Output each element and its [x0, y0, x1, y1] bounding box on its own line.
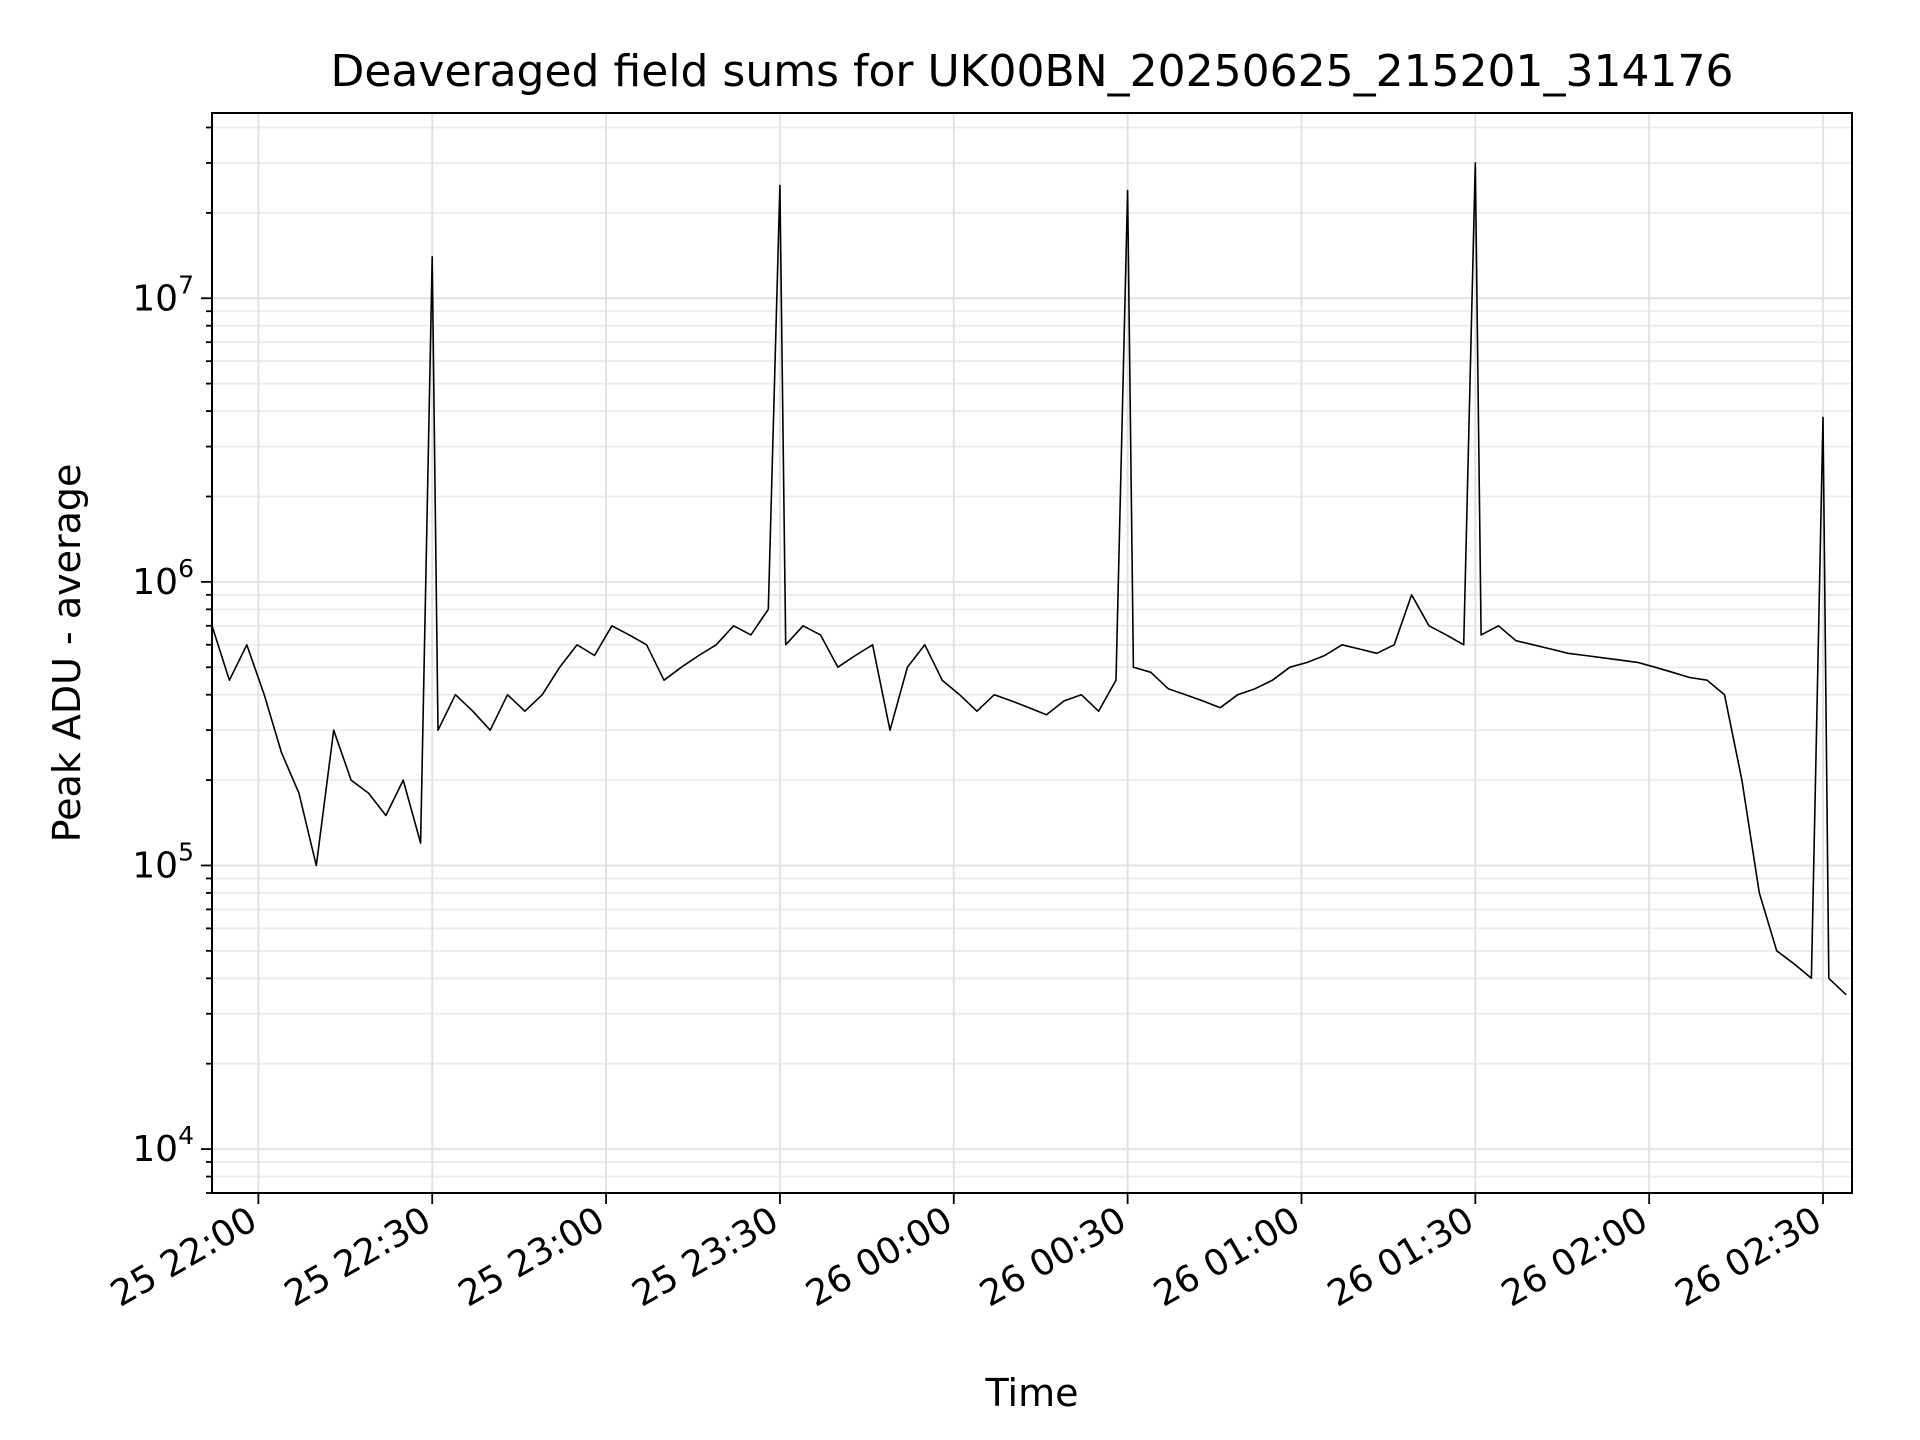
y-tick-label: 105 — [132, 837, 194, 886]
x-tick-label: 26 01:30 — [1321, 1199, 1481, 1315]
series-line — [211, 162, 1847, 996]
x-axis-label: Time — [985, 1371, 1079, 1415]
y-tick-label: 104 — [132, 1121, 194, 1170]
y-axis-ticks: 104 105 106 107 — [132, 126, 212, 1194]
x-tick-label: 25 23:30 — [626, 1199, 786, 1315]
x-tick-label: 25 23:00 — [452, 1199, 612, 1315]
grid — [212, 113, 1852, 1194]
y-tick-label: 106 — [132, 554, 194, 603]
y-tick-label: 107 — [132, 270, 194, 319]
x-axis-ticks: 25 22:00 25 22:30 25 23:00 25 23:30 26 00:00… — [104, 1193, 1829, 1315]
plot-frame — [211, 112, 1853, 1194]
chart-title: Deaveraged field sums for UK00BN_2025062… — [330, 46, 1733, 97]
y-axis-label: Peak ADU - average — [45, 464, 89, 843]
x-tick-label: 26 02:00 — [1495, 1199, 1655, 1315]
x-tick-label: 26 01:00 — [1147, 1199, 1307, 1315]
x-tick-label: 25 22:00 — [104, 1199, 264, 1315]
x-tick-label: 26 00:00 — [799, 1199, 959, 1315]
x-tick-label: 26 02:30 — [1669, 1199, 1829, 1315]
x-tick-label: 25 22:30 — [278, 1199, 438, 1315]
x-tick-label: 26 00:30 — [973, 1199, 1133, 1315]
